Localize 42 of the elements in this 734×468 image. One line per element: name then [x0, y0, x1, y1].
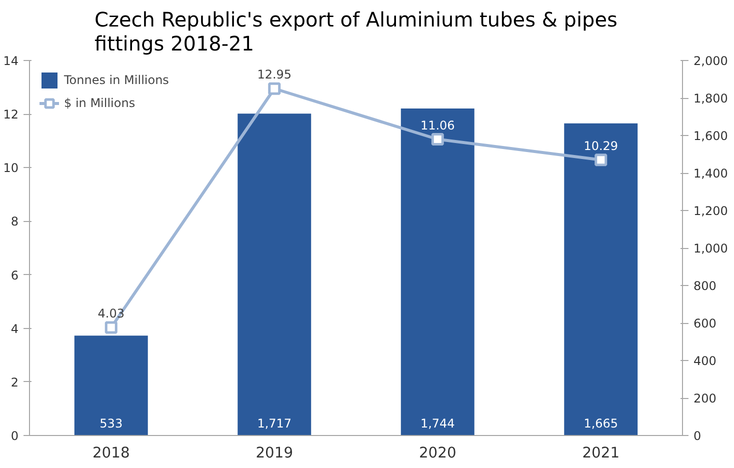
y-tick-label: 6 [10, 268, 19, 282]
legend-label: Tonnes in Millions [64, 73, 169, 87]
y-tick-label: 14 [3, 54, 19, 68]
bar [74, 336, 148, 436]
x-tick-label: 2021 [582, 444, 620, 462]
chart-title: Czech Republic's export of Aluminium tubes & pipes fittings 2018-21 [94, 8, 618, 56]
bar [564, 123, 638, 436]
data-label: 533 [100, 416, 123, 430]
y2-tick-label: 1,800 [694, 92, 728, 106]
y2-tick-label: 2,000 [694, 54, 728, 68]
data-label: 4.03 [98, 306, 124, 321]
data-label: 12.95 [257, 68, 292, 82]
x-tick-label: 2019 [256, 444, 294, 462]
legend-label: $ in Millions [64, 96, 136, 110]
y-tick-label: 8 [10, 214, 19, 229]
point [104, 321, 118, 334]
y-tick-label: 10 [3, 161, 19, 176]
y2-tick-label: 600 [694, 316, 716, 330]
y2-tick-label: 0 [694, 429, 702, 443]
y2-tick-label: 200 [694, 392, 716, 406]
bar [400, 108, 474, 436]
bar [238, 114, 312, 436]
data-label: 10.29 [584, 138, 618, 153]
y-tick-label: 12 [3, 108, 19, 122]
data-label: 1,744 [420, 416, 455, 430]
y2-tick-label: 1,200 [694, 204, 728, 218]
data-label: 11.06 [420, 118, 455, 132]
y-tick-label: 0 [10, 429, 19, 443]
y2-tick-label: 800 [694, 279, 716, 293]
point [594, 154, 608, 166]
x-tick-label: 2020 [418, 444, 456, 462]
data-label: 1,665 [584, 416, 618, 430]
y2-tick-label: 1,400 [694, 166, 728, 180]
y-tick-label: 2 [10, 375, 19, 390]
y2-tick-label: 400 [694, 354, 716, 368]
point [268, 82, 281, 95]
x-tick-label: 2018 [92, 444, 130, 462]
y2-tick-label: 1,600 [694, 129, 728, 143]
data-label: 1,717 [257, 416, 292, 430]
y2-tick-label: 1,000 [694, 242, 728, 256]
y-tick-label: 4 [10, 322, 19, 336]
point [431, 133, 444, 146]
